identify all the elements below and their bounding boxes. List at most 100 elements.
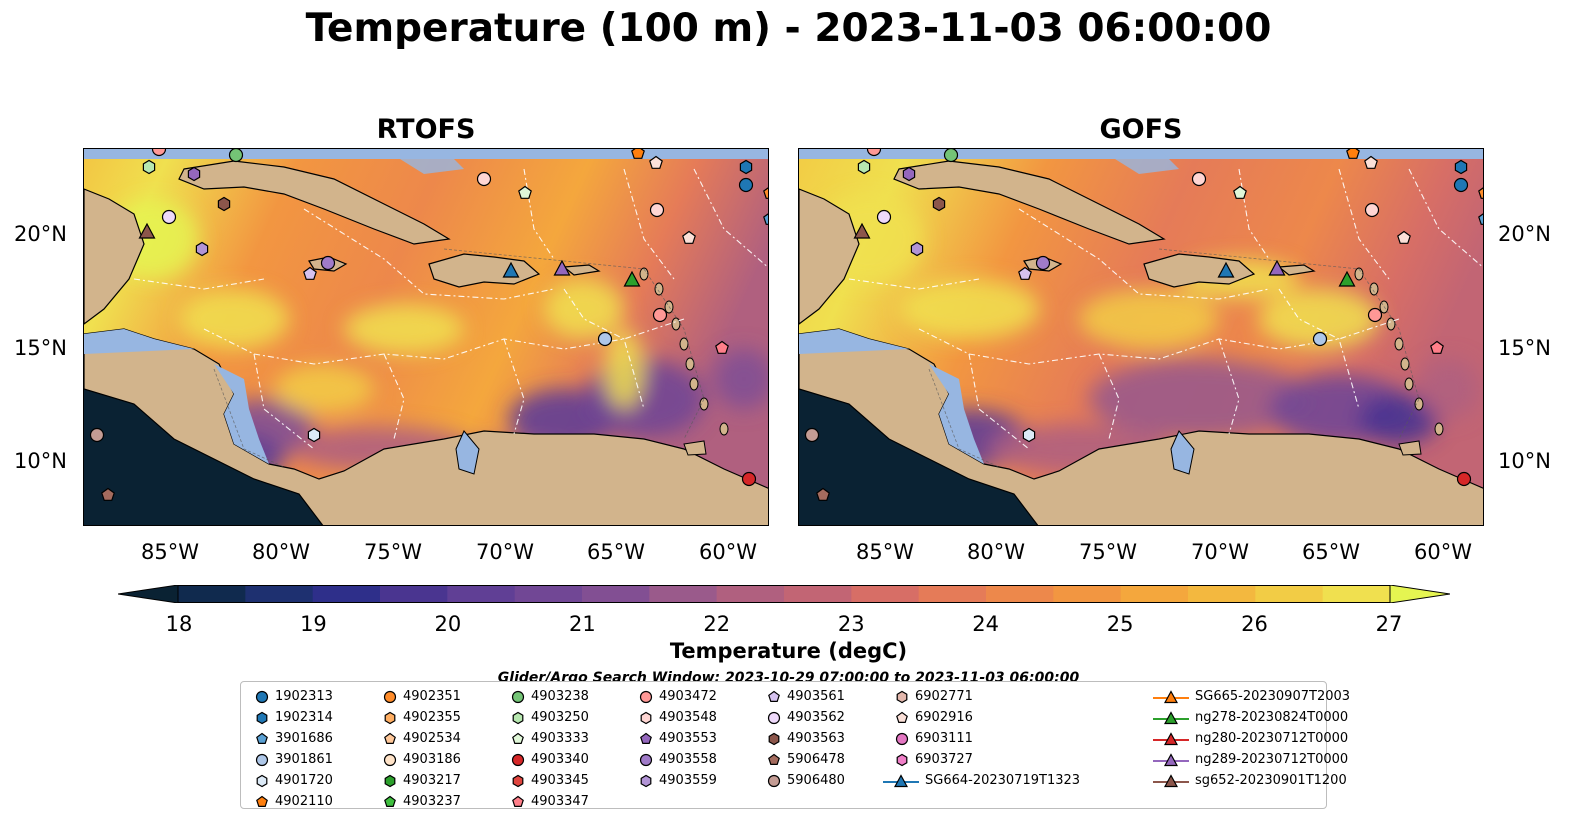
colorbar-tick-label: 26 (1241, 612, 1268, 636)
lon-label: 65°W (587, 540, 645, 564)
legend-label: 4903250 (531, 710, 589, 725)
colorbar-tick-label: 18 (165, 612, 193, 636)
colorbar-extend-low (117, 584, 179, 604)
legend-item: 6903111 (895, 728, 973, 749)
station-marker (553, 259, 571, 276)
legend-item: 4903347 (511, 791, 589, 812)
colorbar-segment (716, 585, 785, 603)
legend-label: 4903333 (531, 731, 589, 746)
station-marker (187, 166, 201, 182)
colorbar-segment (649, 585, 718, 603)
lat-label-right: 15°N (1498, 336, 1551, 360)
legend-marker-icon (511, 753, 525, 766)
station-marker (1022, 427, 1036, 443)
legend-item: ng280-20230712T0000 (1153, 728, 1348, 749)
legend-label: 1902314 (275, 710, 333, 725)
legend-marker-icon (896, 711, 908, 723)
station-marker (597, 331, 613, 347)
legend-label: 4903238 (531, 689, 589, 704)
legend-item: 4903562 (767, 707, 845, 728)
station-marker (910, 241, 924, 257)
legend-marker-icon (1163, 773, 1179, 787)
panel-title-gofs: GOFS (1099, 114, 1183, 145)
legend-marker-icon (1163, 689, 1179, 703)
legend-marker-icon (512, 774, 524, 787)
legend-item: 5906478 (767, 749, 845, 770)
colorbar-tick-label: 23 (837, 612, 865, 636)
lon-label: 60°W (699, 540, 757, 564)
lon-label: 60°W (1414, 540, 1472, 564)
lat-label-left: 15°N (14, 336, 67, 360)
legend-item: 4903563 (767, 728, 845, 749)
station-marker (1430, 340, 1444, 354)
station-marker (853, 222, 871, 239)
legend-label: 6903727 (915, 752, 973, 767)
station-marker (320, 255, 336, 271)
legend-marker-icon (256, 711, 268, 724)
legend-marker-icon (384, 774, 396, 787)
colorbar-tick-label: 24 (972, 612, 1000, 636)
colorbar-segment (1120, 585, 1189, 603)
panel-title-rtofs: RTOFS (376, 114, 476, 145)
legend-label: 4903472 (659, 689, 717, 704)
lon-label: 85°W (141, 540, 199, 564)
lat-label-left: 10°N (14, 449, 67, 473)
legend-marker-icon (256, 774, 268, 787)
legend-label: 4902110 (275, 794, 333, 809)
legend-label: 4902355 (403, 710, 461, 725)
station-marker (1453, 177, 1469, 193)
lon-label: 75°W (1079, 540, 1137, 564)
legend-label: SG664-20230719T1323 (925, 773, 1081, 788)
legend-item: 6903727 (895, 749, 973, 770)
station-marker (631, 149, 645, 159)
legend-marker-icon (255, 753, 269, 766)
legend-item: 5906480 (767, 770, 845, 791)
station-marker (151, 149, 167, 157)
legend-label: ng289-20230712T0000 (1195, 752, 1349, 767)
legend-label: 4903186 (403, 752, 461, 767)
colorbar-tick-label: 21 (568, 612, 596, 636)
station-marker (1478, 213, 1483, 225)
colorbar-segment (1188, 585, 1256, 603)
legend-marker-icon (383, 690, 397, 703)
legend-label: 3901861 (275, 752, 333, 767)
colorbar-extend-high (1389, 584, 1451, 604)
colorbar-label: Temperature (degC) (669, 639, 908, 663)
station-marker (682, 230, 696, 244)
legend-item: 4902351 (383, 686, 461, 707)
colorbar-segment (582, 585, 650, 603)
legend-marker-icon (640, 774, 652, 787)
legend-label: 6902916 (915, 710, 973, 725)
search-window-text: Glider/Argo Search Window: 2023-10-29 07… (497, 670, 1080, 682)
station-marker (816, 487, 830, 501)
lon-label: 65°W (1302, 540, 1360, 564)
legend-label: SG665-20230907T2003 (1195, 689, 1351, 704)
colorbar-segment (851, 585, 920, 603)
legend-item: 4903340 (511, 749, 589, 770)
station-marker (161, 209, 177, 225)
legend-item: 4903472 (639, 686, 717, 707)
legend-marker-icon (767, 774, 781, 787)
station-marker (1454, 159, 1468, 175)
legend-label: 4903548 (659, 710, 717, 725)
legend-label: 4903561 (787, 689, 845, 704)
legend-marker-icon (512, 795, 524, 807)
legend-marker-icon (895, 732, 909, 745)
rtofs-map (83, 148, 769, 526)
station-marker (476, 171, 492, 187)
legend-item: 4903345 (511, 770, 589, 791)
colorbar-segment (380, 585, 448, 603)
legend-item: 3901686 (255, 728, 333, 749)
legend-marker-icon (1163, 731, 1179, 745)
legend-marker-icon (893, 773, 909, 787)
colorbar-tick-label: 25 (1106, 612, 1134, 636)
legend-label: ng278-20230824T0000 (1195, 710, 1349, 725)
legend-marker-icon (640, 732, 652, 744)
legend-item: 4903558 (639, 749, 717, 770)
station-marker (738, 177, 754, 193)
colorbar (117, 584, 1451, 604)
legend-label: 6903111 (915, 731, 973, 746)
colorbar-tick-label: 22 (703, 612, 731, 636)
lon-label: 70°W (1191, 540, 1249, 564)
station-marker (1233, 185, 1247, 199)
